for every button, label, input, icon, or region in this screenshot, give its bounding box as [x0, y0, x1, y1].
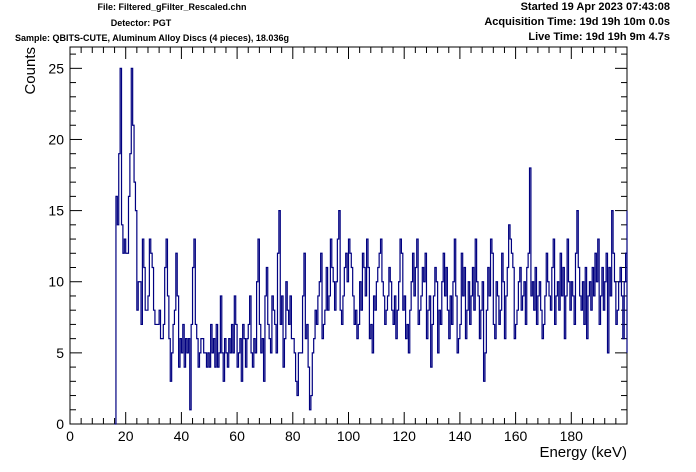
x-tick-label: 160	[504, 428, 528, 444]
x-tick-label: 40	[174, 428, 190, 444]
y-tick-label: 0	[56, 416, 64, 432]
y-tick-label: 5	[56, 345, 64, 361]
y-tick-label: 15	[48, 203, 64, 219]
spectrum-series-line	[114, 67, 628, 425]
x-tick-label: 100	[337, 428, 361, 444]
x-axis-title: Energy (keV)	[539, 444, 627, 461]
axis-ticks	[69, 47, 627, 425]
header-live-time: Live Time: 19d 19h 9m 4.7s	[528, 31, 670, 43]
y-tick-label: 25	[48, 60, 64, 76]
y-axis-title: Counts	[22, 47, 39, 95]
header-detector: Detector: PGT	[110, 18, 172, 28]
x-tick-label: 120	[393, 428, 417, 444]
x-tick-label: 180	[560, 428, 584, 444]
y-tick-label: 20	[48, 131, 64, 147]
header-started: Started 19 Apr 2023 07:43:08	[520, 1, 670, 13]
y-tick-label: 10	[48, 274, 64, 290]
plot-frame	[69, 46, 628, 425]
header-file: File: Filtered_gFilter_Rescaled.chn	[97, 2, 247, 12]
x-tick-label: 20	[118, 428, 134, 444]
header-acquisition-time: Acquisition Time: 19d 19h 10m 0.0s	[484, 16, 670, 28]
x-tick-label: 0	[66, 428, 74, 444]
axis-tick-labels: 0 20 40 60 80 100 120 140 160 180 0 5 10 15 20 25	[48, 60, 583, 444]
x-tick-label: 80	[285, 428, 301, 444]
header-sample: Sample: QBITS-CUTE, Aluminum Alloy Discs…	[15, 33, 289, 43]
x-tick-label: 60	[229, 428, 245, 444]
x-tick-label: 140	[448, 428, 472, 444]
